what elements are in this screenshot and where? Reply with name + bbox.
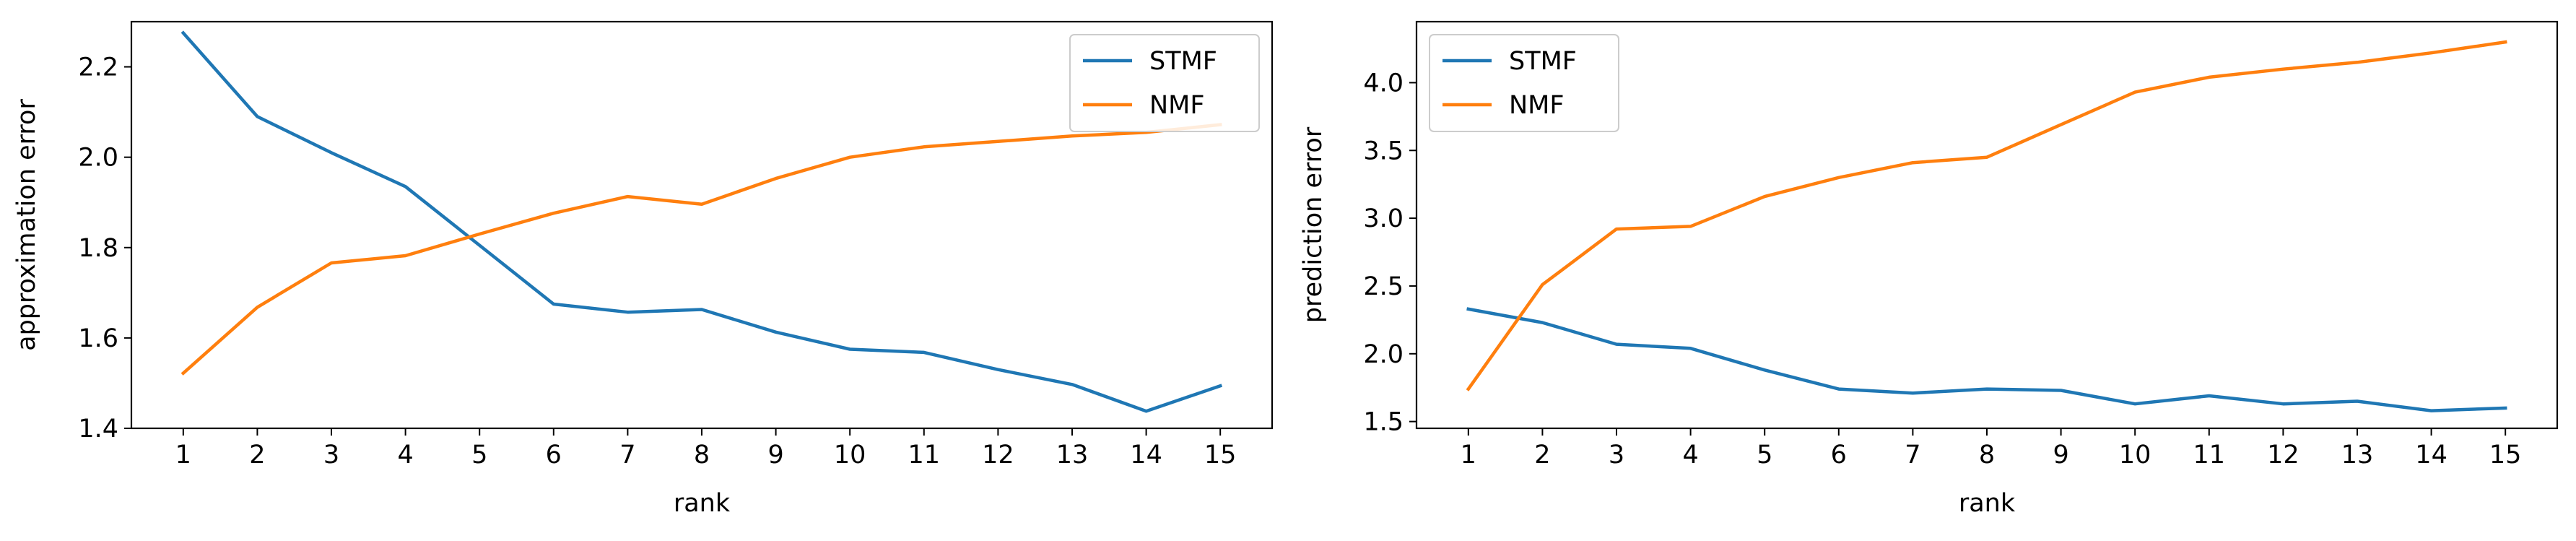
y-tick-label: 2.2 <box>78 53 118 82</box>
series-line-stmf <box>1466 307 2507 412</box>
x-tick-label: 13 <box>1056 441 1089 469</box>
x-tick-label: 12 <box>2267 441 2299 469</box>
x-tick-label: 11 <box>908 441 941 469</box>
series-line-stmf <box>180 30 1223 413</box>
x-tick-label: 3 <box>323 441 339 469</box>
y-tick-label: 3.0 <box>1363 204 1404 233</box>
legend-box <box>1069 34 1260 132</box>
x-axis-label: rank <box>1959 489 2016 518</box>
x-tick-label: 4 <box>1682 441 1698 469</box>
y-tick-label: 2.5 <box>1363 272 1404 301</box>
y-tick-label: 1.5 <box>1363 408 1404 437</box>
legend-box <box>1429 34 1619 132</box>
x-tick-label: 9 <box>2053 441 2068 469</box>
x-tick-label: 1 <box>1461 441 1476 469</box>
x-tick-label: 3 <box>1609 441 1624 469</box>
x-tick-label: 9 <box>767 441 783 469</box>
y-axis-label: approximation error <box>12 99 41 351</box>
x-tick-label: 15 <box>2489 441 2522 469</box>
y-axis-label: prediction error <box>1299 126 1328 323</box>
legend: STMF NMF <box>1429 34 1619 132</box>
x-tick-label: 4 <box>397 441 413 469</box>
x-tick-label: 10 <box>834 441 866 469</box>
y-tick-label: 1.4 <box>78 415 118 443</box>
y-tick-label: 1.6 <box>78 324 118 353</box>
x-tick-label: 7 <box>1905 441 1920 469</box>
x-tick-label: 12 <box>982 441 1014 469</box>
x-tick-label: 7 <box>619 441 635 469</box>
x-tick-label: 14 <box>1130 441 1162 469</box>
y-tick-label: 1.8 <box>78 234 118 263</box>
x-tick-label: 2 <box>1534 441 1550 469</box>
x-tick-label: 6 <box>546 441 562 469</box>
y-tick-label: 2.0 <box>1363 340 1404 369</box>
legend-label-nmf: NMF <box>1149 91 1205 120</box>
y-tick-label: 4.0 <box>1363 69 1404 98</box>
series-line-nmf <box>1466 40 2507 391</box>
x-tick-label: 5 <box>471 441 487 469</box>
x-tick-label: 6 <box>1831 441 1847 469</box>
series-line-nmf <box>180 123 1222 376</box>
y-tick-label: 2.0 <box>78 144 118 173</box>
legend-label-stmf: STMF <box>1509 47 1577 76</box>
legend: STMF NMF <box>1069 34 1260 132</box>
chart-2: 1 2 3 4 5 6 7 8 9 10 11 12 13 14 151.52.02.53.03.54.0r… <box>1299 20 2559 518</box>
x-tick-label: 14 <box>2415 441 2447 469</box>
legend-label-nmf: NMF <box>1509 91 1565 120</box>
y-tick-label: 3.5 <box>1363 137 1404 165</box>
x-tick-label: 8 <box>1979 441 1995 469</box>
x-tick-label: 15 <box>1204 441 1237 469</box>
legend-label-stmf: STMF <box>1149 47 1217 76</box>
x-tick-label: 8 <box>694 441 710 469</box>
x-axis-label: rank <box>674 489 731 518</box>
x-tick-label: 11 <box>2193 441 2226 469</box>
x-tick-label: 1 <box>175 441 191 469</box>
x-tick-label: 5 <box>1757 441 1772 469</box>
x-tick-label: 10 <box>2119 441 2151 469</box>
x-tick-label: 2 <box>249 441 265 469</box>
x-tick-label: 13 <box>2341 441 2374 469</box>
chart-1: 1 2 3 4 5 6 7 8 9 10 11 12 13 14 151.41.61.82.02.2rank… <box>12 20 1274 518</box>
